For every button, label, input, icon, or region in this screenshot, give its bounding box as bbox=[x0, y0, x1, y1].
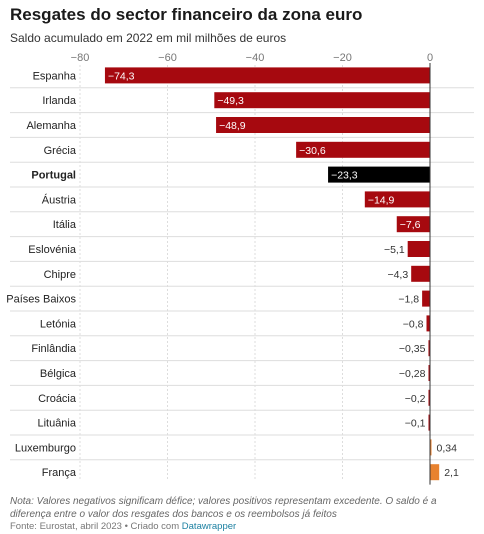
source-text: Fonte: Eurostat, abril 2023 • Criado com bbox=[10, 521, 182, 532]
bar bbox=[364, 191, 430, 208]
category-label: Bélgica bbox=[40, 368, 77, 380]
x-tick-label: −80 bbox=[71, 52, 90, 64]
bar bbox=[104, 67, 430, 84]
category-label: Lituânia bbox=[37, 418, 76, 430]
value-label: −4,3 bbox=[387, 269, 408, 281]
bar bbox=[426, 315, 430, 332]
value-label: −23,3 bbox=[331, 170, 358, 182]
bar bbox=[411, 265, 430, 282]
value-label: 0,34 bbox=[437, 442, 458, 454]
chart-subtitle: Saldo acumulado em 2022 em mil milhões d… bbox=[10, 31, 287, 45]
value-label: −5,1 bbox=[384, 244, 405, 256]
bar bbox=[407, 241, 430, 257]
bar bbox=[422, 290, 430, 307]
value-label: −1,8 bbox=[398, 294, 419, 306]
category-label: Irlanda bbox=[42, 95, 77, 107]
bar bbox=[428, 414, 430, 431]
category-label: Finlândia bbox=[31, 343, 77, 355]
chart-title: Resgates do sector financeiro da zona eu… bbox=[10, 5, 363, 24]
x-tick-label: −60 bbox=[158, 52, 177, 64]
category-label: Letónia bbox=[40, 318, 77, 330]
value-label: −30,6 bbox=[299, 145, 326, 157]
value-label: −0,2 bbox=[405, 393, 426, 405]
chart-source: Fonte: Eurostat, abril 2023 • Criado com… bbox=[10, 521, 236, 532]
value-label: −14,9 bbox=[368, 194, 395, 206]
datawrapper-link[interactable]: Datawrapper bbox=[181, 521, 237, 532]
category-label: Portugal bbox=[31, 170, 76, 182]
bar bbox=[214, 92, 430, 109]
value-label: −49,3 bbox=[217, 95, 244, 107]
bar-chart: −80 −60 −40 −20 0 Espanha −74,3 Irlanda −49,3 Ale… bbox=[6, 52, 474, 485]
bar bbox=[296, 141, 430, 158]
category-label: França bbox=[42, 467, 77, 479]
value-label: −0,1 bbox=[405, 418, 426, 430]
x-tick-label: −40 bbox=[246, 52, 265, 64]
value-label: 2,1 bbox=[444, 467, 459, 479]
bar bbox=[428, 365, 430, 381]
bar bbox=[428, 389, 430, 406]
bar bbox=[396, 216, 430, 233]
value-label: −48,9 bbox=[219, 120, 246, 132]
x-tick-label: −20 bbox=[333, 52, 352, 64]
category-label: Chipre bbox=[44, 269, 76, 281]
bar bbox=[328, 166, 430, 183]
value-label: −7,6 bbox=[400, 219, 421, 231]
value-label: −74,3 bbox=[108, 70, 135, 82]
x-tick-label: 0 bbox=[427, 52, 433, 64]
bar bbox=[430, 464, 440, 481]
value-label: −0,35 bbox=[399, 343, 426, 355]
category-label: Espanha bbox=[33, 70, 77, 82]
value-label: −0,28 bbox=[399, 368, 426, 380]
category-label: Itália bbox=[53, 219, 77, 231]
category-label: Alemanha bbox=[26, 120, 76, 132]
category-label: Grécia bbox=[44, 145, 77, 157]
category-label: Croácia bbox=[38, 393, 77, 405]
bar bbox=[430, 439, 432, 456]
category-label: Áustria bbox=[42, 193, 77, 206]
bar bbox=[216, 117, 430, 133]
value-label: −0,8 bbox=[403, 318, 424, 330]
category-label: Países Baixos bbox=[6, 294, 76, 306]
category-label: Eslovénia bbox=[28, 244, 77, 256]
chart-notes: Nota: Valores negativos significam défic… bbox=[10, 496, 437, 520]
bar bbox=[428, 340, 430, 357]
category-label: Luxemburgo bbox=[15, 442, 76, 454]
